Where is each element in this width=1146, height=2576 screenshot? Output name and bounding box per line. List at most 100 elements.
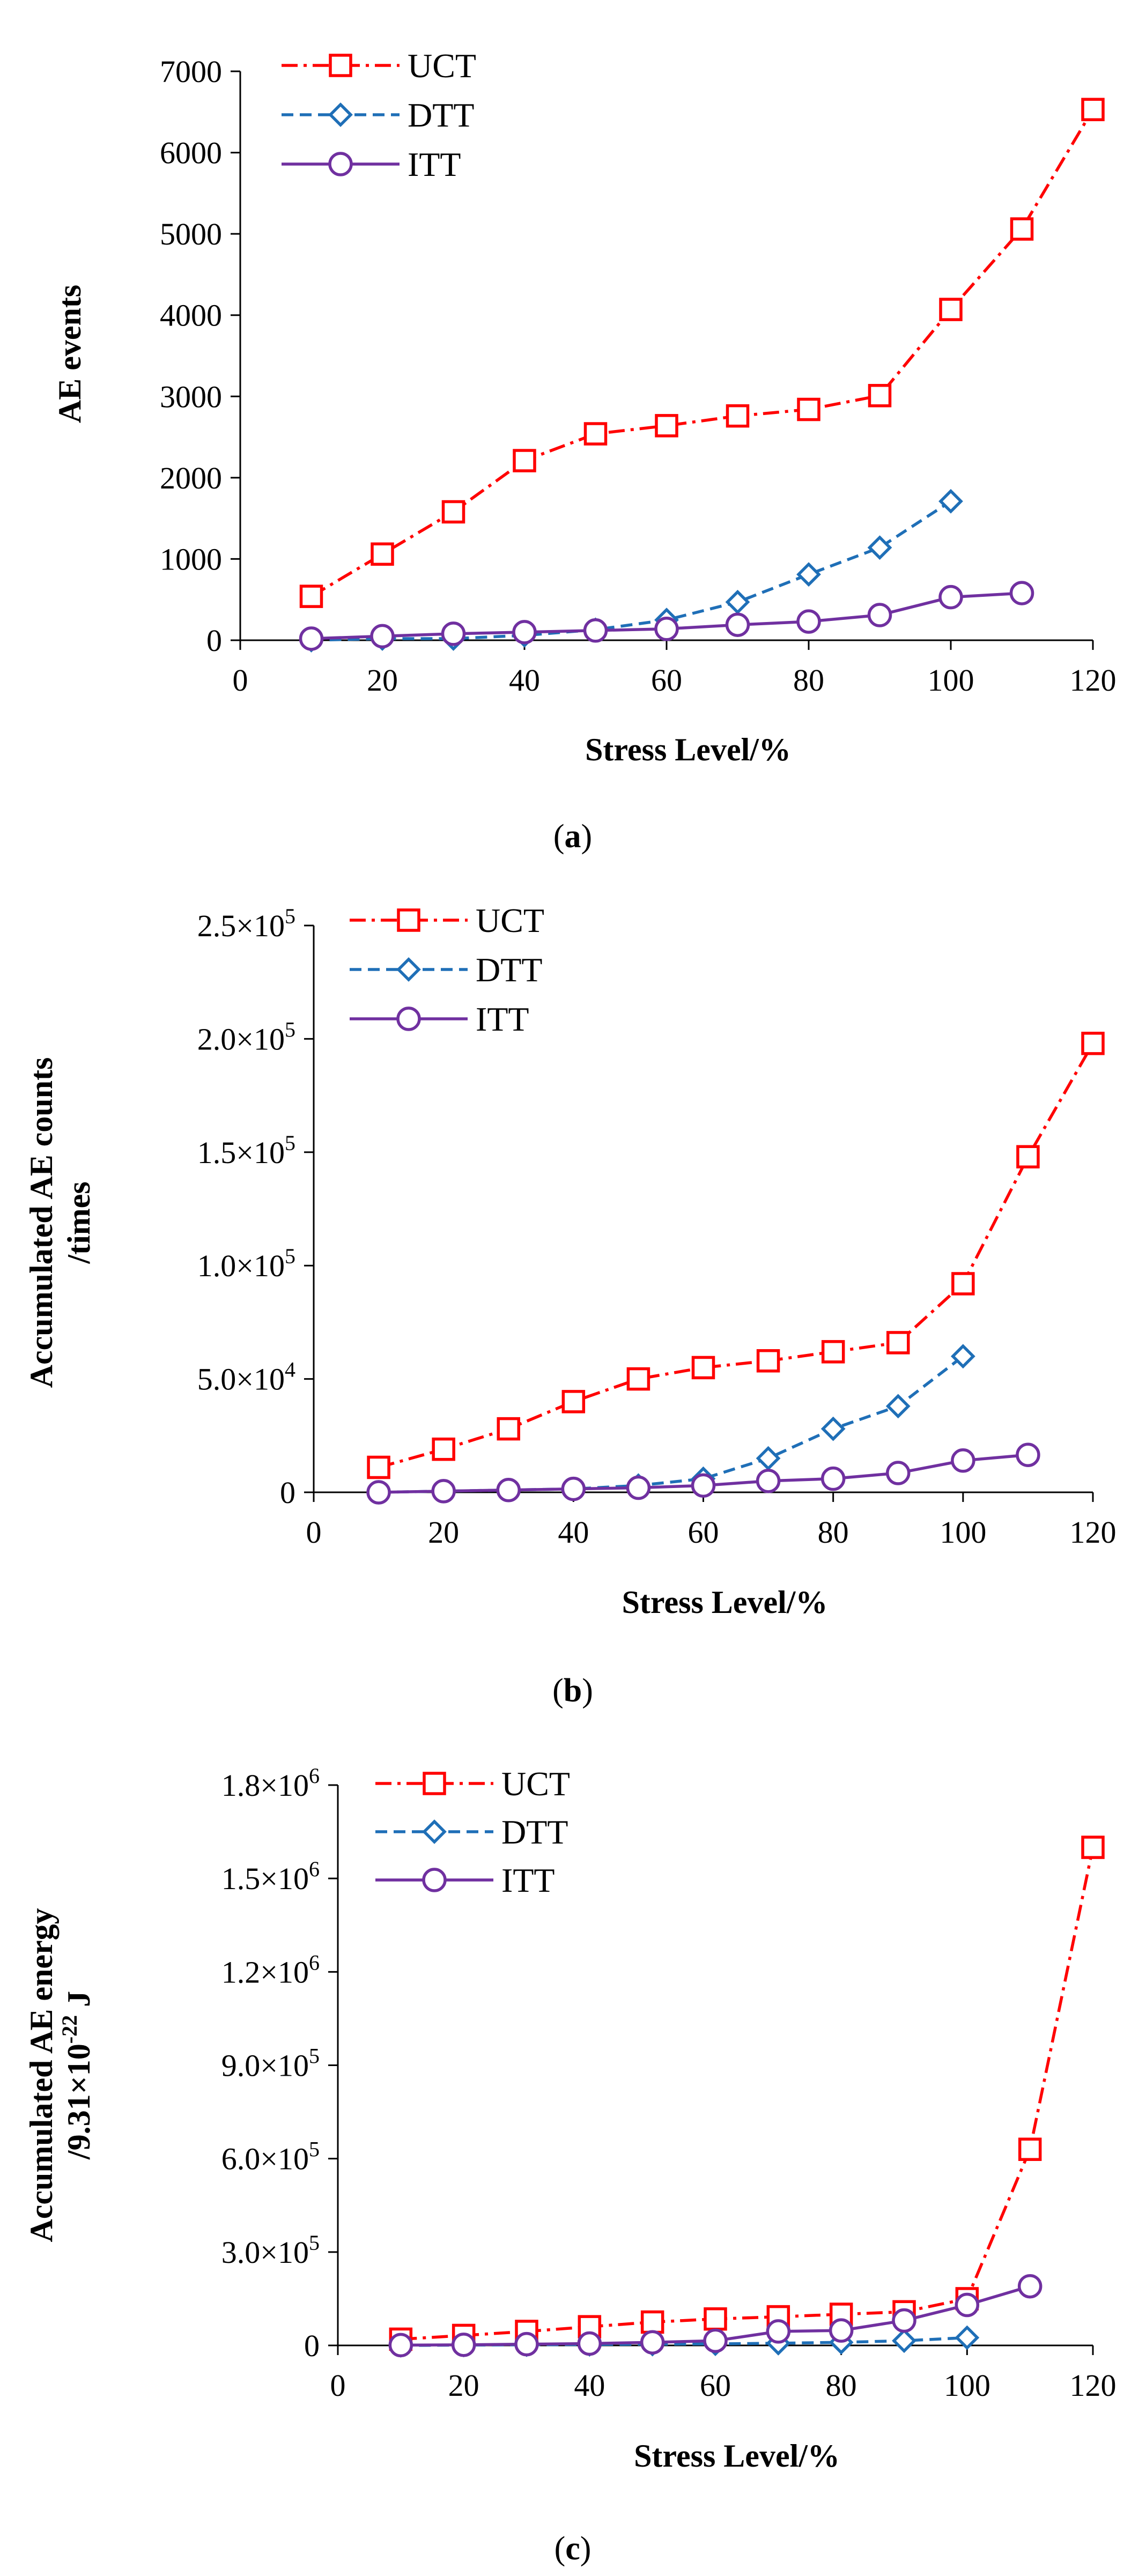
y-tick-label: 0 [304,2328,320,2363]
y-tick-label: 6000 [160,136,222,171]
legend-marker-dtt [328,102,353,127]
x-tick-label: 40 [574,2368,605,2403]
x-tick-label: 0 [330,2368,346,2403]
data-point-dtt [796,562,821,587]
legend-item-itt: ITT [350,1000,529,1038]
y-tick-label: 1000 [160,542,222,576]
data-point-uct [1018,2137,1042,2161]
legend-marker-dtt [422,1819,447,1844]
legend-marker-itt [328,152,353,176]
y-tick-mantissa: 1.8×10 [221,1768,309,1803]
y-tick-mantissa: 3.0×10 [221,2235,309,2270]
data-point-uct [626,1367,650,1391]
series-line-uct [310,108,1095,598]
y-tick-mantissa: 1.2×10 [221,1955,309,1989]
panel-c: 0 20 40 60 80 100 12003.0×1056.0×1059.0×1051.2… [24,1764,1117,2567]
data-point-itt [431,1479,456,1504]
y-tick-mantissa: 9.0×10 [221,2048,309,2083]
data-point-itt [496,1478,521,1502]
x-tick-label: 80 [818,1515,849,1550]
legend-label: DTT [476,951,542,989]
y-tick-label: 3000 [160,379,222,414]
series-line-dtt [311,500,952,642]
series-itt [299,581,1034,651]
data-point-uct [655,414,678,438]
legend-item-uct: UCT [375,1765,570,1803]
legend-marker-dtt [396,957,421,982]
x-tick-label: 60 [651,663,682,698]
y-tick-exponent: 5 [309,2137,320,2162]
y-tick-exponent: 5 [285,1244,295,1268]
y-tick-exponent: 5 [309,2044,320,2068]
legend-item-dtt: DTT [375,1813,568,1851]
data-point-uct [939,298,963,321]
legend-marker-uct [397,908,420,932]
y-tick-label: 0 [280,1475,295,1510]
y-tick-label: 0 [206,623,222,658]
data-point-uct [441,500,465,524]
data-point-uct [1081,1835,1105,1859]
y-tick-mantissa: 1.5×10 [197,1135,285,1170]
data-point-uct [583,422,608,446]
data-point-itt [725,612,750,637]
x-axis-title: Stress Level/% [585,732,791,767]
x-axis-title: Stress Level/% [622,1585,828,1620]
y-tick-label: 2.5×105 [197,904,295,943]
panel-caption: (c) [554,2530,592,2567]
data-point-itt [626,1475,651,1500]
data-point-itt [1016,1442,1040,1467]
data-point-uct [640,2310,664,2334]
legend-marker-uct [423,1772,446,1795]
data-point-uct [371,542,394,566]
data-point-uct [513,449,536,472]
y-tick-label: 1.5×106 [221,1857,320,1896]
y-tick-label: 2000 [160,461,222,495]
data-point-itt [561,1476,586,1501]
data-point-itt [867,603,892,627]
panel-caption: (b) [552,1672,593,1709]
data-point-uct [951,1272,975,1296]
data-point-dtt [955,2325,980,2350]
y-tick-exponent: 5 [285,1131,295,1155]
data-point-uct [561,1390,586,1413]
data-point-itt [654,617,679,641]
legend-label: UCT [501,1765,570,1803]
legend-item-itt: ITT [282,145,461,183]
data-point-itt [951,1448,975,1473]
data-point-dtt [950,1344,975,1369]
x-tick-label: 80 [793,663,824,698]
y-tick-exponent: 6 [309,1950,320,1974]
x-tick-label: 100 [940,1515,986,1550]
legend-label: ITT [501,1861,555,1899]
y-tick-mantissa: 1.5×10 [221,1861,309,1896]
data-point-itt [1009,581,1034,605]
data-point-itt [441,621,466,646]
data-point-uct [1010,217,1034,241]
x-tick-label: 20 [448,2368,479,2403]
y-tick-mantissa: 5.0×10 [197,1362,285,1397]
y-axis-title: AE events [52,285,87,423]
x-tick-label: 80 [826,2368,857,2403]
data-point-itt [583,618,608,643]
y-tick-mantissa: 0 [304,2328,320,2363]
data-point-itt [640,2330,665,2355]
data-point-uct [299,584,323,608]
data-point-uct [367,1455,390,1479]
y-tick-label: 1.5×105 [197,1131,295,1170]
data-point-uct [797,397,820,421]
data-point-uct [868,384,892,408]
x-tick-label: 100 [928,663,974,698]
data-point-itt [370,624,395,649]
legend-marker-itt [422,1868,447,1892]
y-tick-exponent: 5 [285,1017,295,1041]
data-point-uct [756,1349,780,1373]
panel-a: 0 20 40 60 80 100 120 0 1000 2000 3000 4000 5000 6000… [52,47,1117,855]
data-point-uct [1081,1032,1105,1055]
legend-item-itt: ITT [375,1861,555,1899]
y-tick-mantissa: 1.0×10 [197,1248,285,1283]
data-point-itt [514,2331,539,2357]
data-point-uct [726,404,750,428]
y-tick-label: 5000 [160,217,222,251]
x-tick-label: 120 [1070,663,1117,698]
data-point-uct [821,1340,845,1364]
